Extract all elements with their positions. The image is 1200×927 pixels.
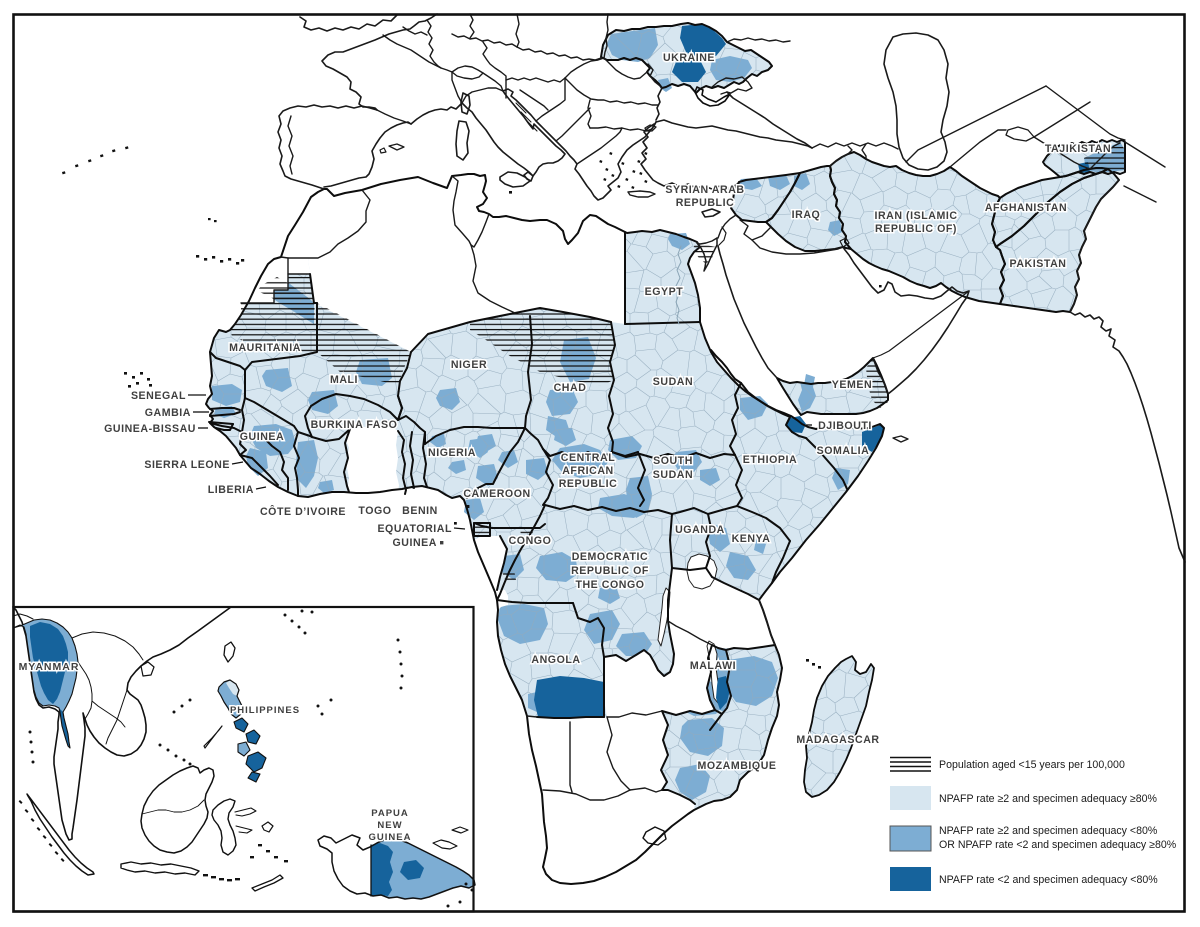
svg-text:GUINEA-BISSAU: GUINEA-BISSAU [104, 423, 196, 435]
svg-text:MYANMAR: MYANMAR [19, 661, 80, 673]
svg-text:AFGHANISTAN: AFGHANISTAN [985, 202, 1067, 214]
svg-text:GAMBIA: GAMBIA [145, 407, 191, 419]
svg-text:DJIBOUTI: DJIBOUTI [818, 420, 872, 432]
svg-text:NPAFP rate <2 and specimen ade: NPAFP rate <2 and specimen adequacy <80% [939, 874, 1158, 886]
svg-text:EQUATORIAL: EQUATORIAL [377, 523, 452, 535]
svg-text:PAKISTAN: PAKISTAN [1010, 258, 1067, 270]
svg-text:Population aged <15 years per: Population aged <15 years per 100,000 [939, 759, 1125, 771]
svg-text:MAURITANIA: MAURITANIA [229, 342, 301, 354]
svg-text:GUINEA: GUINEA [369, 832, 412, 843]
svg-text:TOGO: TOGO [358, 505, 391, 517]
svg-text:KENYA: KENYA [732, 533, 771, 545]
svg-text:TAJIKISTAN: TAJIKISTAN [1045, 143, 1111, 155]
svg-text:PAPUA: PAPUA [371, 808, 409, 819]
svg-text:CONGO: CONGO [509, 535, 552, 547]
svg-text:REPUBLIC OF): REPUBLIC OF) [875, 223, 957, 235]
svg-text:THE CONGO: THE CONGO [575, 579, 644, 591]
svg-text:SUDAN: SUDAN [653, 469, 693, 481]
svg-text:GUINEA: GUINEA [240, 431, 285, 443]
svg-text:NPAFP rate ≥2 and specimen ade: NPAFP rate ≥2 and specimen adequacy ≥80% [939, 793, 1158, 805]
svg-text:REPUBLIC: REPUBLIC [676, 197, 735, 209]
svg-text:REPUBLIC OF: REPUBLIC OF [571, 565, 649, 577]
svg-text:ANGOLA: ANGOLA [531, 654, 580, 666]
svg-text:LIBERIA: LIBERIA [208, 484, 254, 496]
svg-text:IRAQ: IRAQ [792, 209, 821, 221]
svg-text:NIGERIA: NIGERIA [428, 447, 476, 459]
svg-text:PHILIPPINES: PHILIPPINES [230, 705, 300, 716]
svg-text:NIGER: NIGER [451, 359, 487, 371]
svg-text:MADAGASCAR: MADAGASCAR [796, 734, 879, 746]
svg-text:SOUTH: SOUTH [653, 455, 693, 467]
svg-text:MALI: MALI [330, 374, 358, 386]
svg-text:NEW: NEW [377, 820, 402, 831]
svg-text:MOZAMBIQUE: MOZAMBIQUE [697, 760, 776, 772]
svg-text:MALAWI: MALAWI [690, 660, 736, 672]
svg-text:SUDAN: SUDAN [653, 376, 693, 388]
svg-text:EGYPT: EGYPT [645, 286, 684, 298]
svg-text:OR NPAFP rate <2 and specimen: OR NPAFP rate <2 and specimen adequacy ≥… [939, 839, 1177, 851]
svg-text:UKRAINE: UKRAINE [663, 52, 715, 64]
svg-text:CÔTE D’IVOIRE: CÔTE D’IVOIRE [260, 505, 346, 518]
svg-text:DEMOCRATIC: DEMOCRATIC [572, 551, 649, 563]
svg-text:ETHIOPIA: ETHIOPIA [743, 454, 797, 466]
svg-text:REPUBLIC: REPUBLIC [559, 478, 618, 490]
svg-text:AFRICAN: AFRICAN [562, 465, 614, 477]
svg-text:SOMALIA: SOMALIA [817, 445, 870, 457]
svg-text:CENTRAL: CENTRAL [561, 452, 615, 464]
svg-text:IRAN (ISLAMIC: IRAN (ISLAMIC [874, 210, 957, 222]
svg-text:BENIN: BENIN [402, 505, 438, 517]
svg-text:NPAFP rate ≥2 and specimen ade: NPAFP rate ≥2 and specimen adequacy <80% [939, 825, 1158, 837]
svg-text:CHAD: CHAD [554, 382, 587, 394]
svg-text:UGANDA: UGANDA [675, 524, 725, 536]
svg-text:SYRIAN ARAB: SYRIAN ARAB [665, 184, 744, 196]
svg-text:YEMEN: YEMEN [832, 379, 872, 391]
svg-text:BURKINA FASO: BURKINA FASO [311, 419, 398, 431]
svg-text:CAMEROON: CAMEROON [463, 488, 530, 500]
svg-text:GUINEA: GUINEA [392, 537, 437, 549]
svg-text:SIERRA LEONE: SIERRA LEONE [144, 459, 230, 471]
svg-text:SENEGAL: SENEGAL [131, 390, 186, 402]
